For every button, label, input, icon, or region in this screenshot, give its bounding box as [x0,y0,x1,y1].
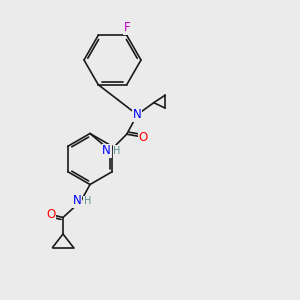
Text: N: N [73,194,82,208]
Text: O: O [46,208,56,221]
Text: F: F [123,21,130,34]
Text: H: H [113,146,121,156]
Text: H: H [84,196,91,206]
Text: N: N [102,144,111,157]
Text: N: N [133,108,142,121]
Text: O: O [139,131,148,144]
